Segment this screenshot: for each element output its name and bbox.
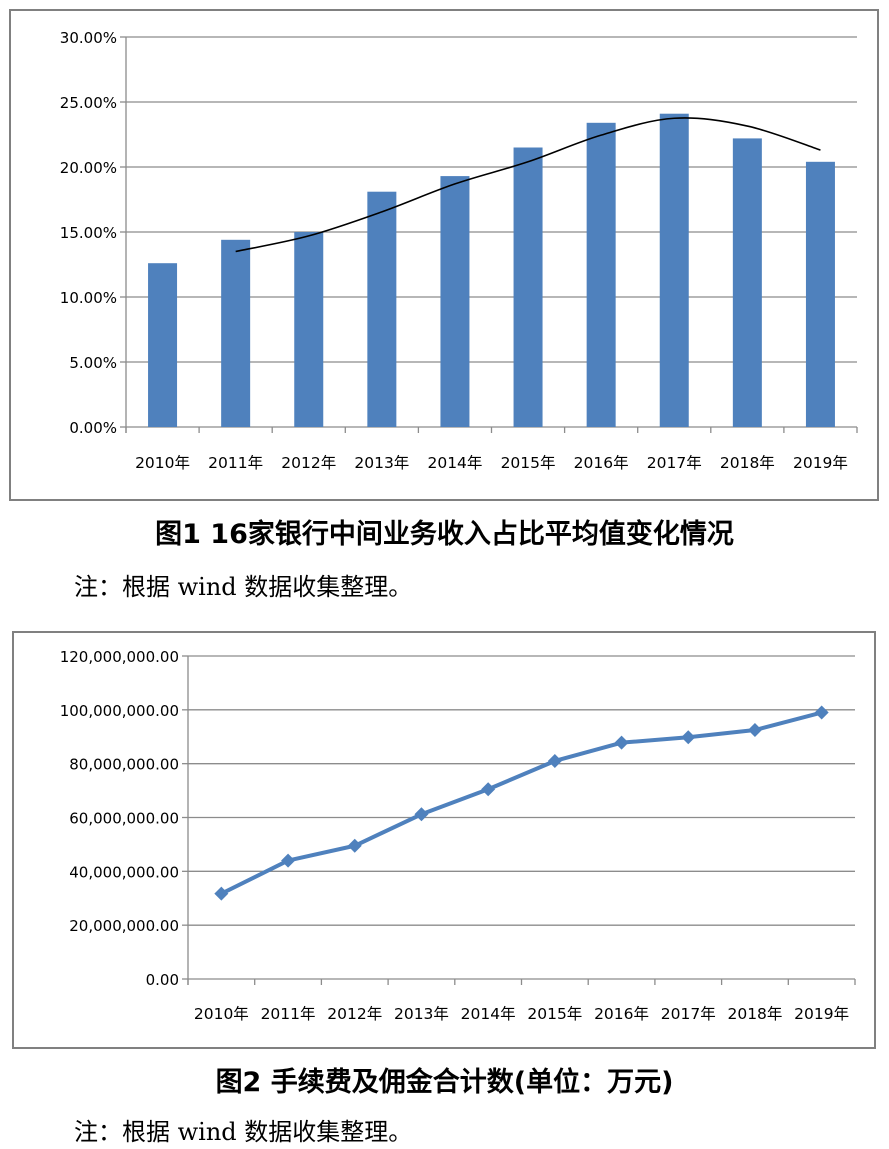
bar bbox=[659, 113, 689, 427]
y-tick-label: 80,000,000.00 bbox=[69, 756, 179, 774]
y-tick-label: 0.00 bbox=[146, 971, 179, 989]
y-tick-label: 15.00% bbox=[60, 224, 117, 242]
chart-2-svg: 0.00 20,000,000.00 40,000,000.00 60,000,000… bbox=[60, 648, 856, 1023]
y-tick-label: 100,000,000.00 bbox=[60, 702, 179, 720]
bar bbox=[805, 161, 835, 428]
bar bbox=[513, 147, 543, 427]
data-point-marker bbox=[347, 838, 362, 853]
data-point-marker bbox=[681, 730, 696, 745]
data-point-marker bbox=[747, 723, 762, 738]
x-tick-label: 2010年 bbox=[135, 454, 190, 472]
bar bbox=[148, 263, 178, 427]
data-point-marker bbox=[614, 735, 629, 750]
y-tick-label: 20,000,000.00 bbox=[69, 917, 179, 935]
y-tick-label: 10.00% bbox=[60, 289, 117, 307]
x-tick-label: 2019年 bbox=[793, 454, 848, 472]
data-point-marker bbox=[281, 853, 296, 868]
x-tick-label: 2011年 bbox=[208, 454, 263, 472]
chart-2-frame: 0.00 20,000,000.00 40,000,000.00 60,000,000… bbox=[12, 631, 876, 1049]
bar bbox=[586, 122, 616, 428]
x-tick-label: 2013年 bbox=[354, 454, 409, 472]
x-tick-label: 2014年 bbox=[461, 1005, 516, 1023]
chart-1-note: 注：根据 wind 数据收集整理。 bbox=[74, 573, 413, 601]
data-point-marker bbox=[481, 782, 496, 797]
x-tick-label: 2010年 bbox=[194, 1005, 249, 1023]
y-tick-label: 30.00% bbox=[60, 29, 117, 47]
chart-1-frame: 0.00% 5.00% 10.00% 15.00% 20.00% 25.00% 30.00%… bbox=[9, 9, 879, 501]
y-tick-label: 20.00% bbox=[60, 159, 117, 177]
y-tick-label: 5.00% bbox=[69, 354, 117, 372]
x-tick-label: 2017年 bbox=[661, 1005, 716, 1023]
x-tick-label: 2018年 bbox=[727, 1005, 782, 1023]
x-tick-label: 2019年 bbox=[794, 1005, 849, 1023]
data-point-marker bbox=[547, 753, 562, 768]
x-tick-label: 2015年 bbox=[501, 454, 556, 472]
series-line bbox=[220, 710, 823, 896]
trendline bbox=[235, 117, 821, 253]
x-tick-label: 2015年 bbox=[527, 1005, 582, 1023]
bar bbox=[732, 138, 762, 427]
data-point-marker bbox=[214, 886, 229, 901]
data-point-marker bbox=[414, 807, 429, 822]
chart-2-caption: 图2 手续费及佣金合计数(单位：万元) bbox=[215, 1067, 674, 1098]
x-tick-label: 2016年 bbox=[574, 454, 629, 472]
y-tick-label: 25.00% bbox=[60, 94, 117, 112]
chart-1-svg: 0.00% 5.00% 10.00% 15.00% 20.00% 25.00% 30.00%… bbox=[60, 29, 858, 472]
chart-1-caption: 图1 16家银行中间业务收入占比平均值变化情况 bbox=[155, 519, 734, 550]
x-tick-label: 2017年 bbox=[647, 454, 702, 472]
bar bbox=[367, 191, 397, 427]
bar bbox=[294, 232, 324, 427]
y-tick-label: 40,000,000.00 bbox=[69, 863, 179, 881]
bar bbox=[440, 176, 470, 427]
x-tick-label: 2011年 bbox=[261, 1005, 316, 1023]
x-tick-label: 2016年 bbox=[594, 1005, 649, 1023]
x-tick-label: 2012年 bbox=[327, 1005, 382, 1023]
x-tick-label: 2012年 bbox=[281, 454, 336, 472]
bar bbox=[221, 239, 251, 427]
x-tick-label: 2014年 bbox=[427, 454, 482, 472]
chart-2-note: 注：根据 wind 数据收集整理。 bbox=[74, 1118, 413, 1146]
x-tick-label: 2013年 bbox=[394, 1005, 449, 1023]
y-tick-label: 60,000,000.00 bbox=[69, 810, 179, 828]
x-tick-label: 2018年 bbox=[720, 454, 775, 472]
y-tick-label: 120,000,000.00 bbox=[60, 648, 179, 666]
data-point-marker bbox=[814, 705, 829, 720]
y-tick-label: 0.00% bbox=[69, 419, 117, 437]
